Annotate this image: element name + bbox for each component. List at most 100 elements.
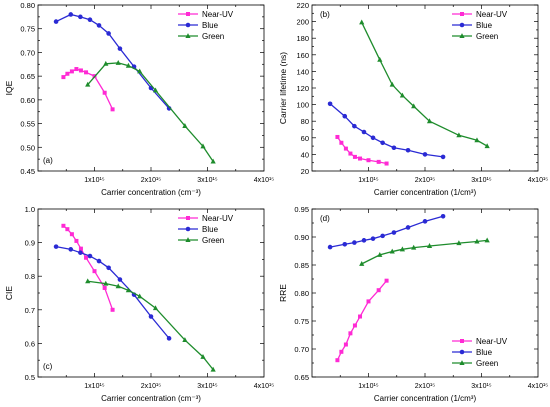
data-point: [389, 248, 395, 254]
legend-marker: [460, 339, 464, 343]
data-point: [370, 236, 376, 241]
data-point: [182, 337, 188, 343]
data-point: [384, 278, 389, 283]
x-tick-label: 1x10¹⁵: [84, 177, 105, 184]
data-point: [361, 129, 367, 135]
data-point: [152, 305, 159, 311]
data-point: [399, 92, 405, 98]
data-point: [426, 243, 433, 248]
data-point: [370, 135, 376, 141]
y-tick-label: 200: [296, 18, 309, 27]
data-point: [391, 230, 397, 235]
series-line: [336, 280, 388, 361]
legend-label: Blue: [202, 21, 219, 30]
y-tick-label: 0.9: [25, 239, 35, 248]
data-point: [87, 17, 93, 23]
legend-label: Near-UV: [476, 337, 508, 346]
data-point: [137, 68, 143, 74]
x-axis-label: Carrier concentration (1/cm³): [374, 394, 477, 403]
series-line: [63, 68, 114, 110]
y-tick-label: 0.70: [294, 345, 309, 354]
data-point: [440, 213, 446, 219]
legend-label: Blue: [476, 21, 493, 30]
data-point: [92, 269, 97, 274]
legend-marker: [186, 216, 190, 220]
data-point: [339, 349, 344, 354]
y-tick-label: 0.6: [25, 339, 35, 348]
data-point: [96, 23, 102, 28]
data-point: [399, 246, 405, 252]
y-axis-label: CIE: [4, 286, 14, 301]
data-point: [110, 107, 115, 112]
data-point: [384, 161, 389, 166]
data-point: [84, 255, 89, 260]
data-point: [210, 366, 216, 372]
data-point: [65, 71, 70, 76]
legend-label: Green: [202, 236, 224, 245]
y-tick-label: 0.70: [20, 48, 35, 57]
data-point: [327, 244, 333, 250]
data-point: [74, 238, 79, 243]
y-tick-label: 0.60: [20, 96, 35, 105]
data-point: [53, 244, 59, 249]
legend-label: Green: [476, 32, 498, 41]
y-tick-label: 0.80: [294, 289, 309, 298]
data-point: [358, 314, 363, 319]
data-point: [115, 59, 121, 65]
data-point: [342, 113, 348, 119]
data-point: [103, 60, 109, 66]
panel-label: (a): [43, 156, 53, 165]
legend-label: Green: [476, 359, 498, 368]
legend-label: Near-UV: [476, 10, 508, 19]
y-tick-label: 0.65: [20, 72, 35, 81]
x-tick-label: 1x10¹⁵: [358, 383, 379, 390]
series-line: [55, 245, 170, 339]
data-point: [137, 293, 143, 299]
chart-panel-4: 1x10¹⁵ 2x10¹⁵ 3x10¹⁵ 4x10¹⁵ 0.65 0.70 0.75 0.80…: [278, 205, 548, 403]
data-point: [78, 14, 83, 20]
data-point: [484, 237, 490, 243]
legend-marker: [459, 22, 465, 28]
data-point: [61, 75, 66, 80]
data-point: [359, 19, 365, 25]
plot-frame: [311, 4, 539, 172]
data-point: [352, 240, 357, 245]
data-point: [110, 307, 115, 312]
data-point: [68, 247, 74, 252]
data-point: [85, 278, 91, 284]
x-tick-label: 2x10¹⁵: [141, 177, 162, 184]
x-axis-label: Carrier concentration (1/cm³): [374, 188, 477, 197]
legend-marker: [459, 349, 465, 355]
y-tick-label: 0.65: [294, 373, 309, 382]
x-tick-label: 2x10¹⁵: [415, 177, 436, 184]
data-point: [102, 285, 107, 290]
series-line: [55, 13, 170, 109]
x-axis-label: Carrier concentration (cm⁻³): [101, 394, 201, 403]
y-tick-label: 120: [296, 84, 309, 93]
data-point: [339, 140, 344, 145]
legend-marker: [460, 12, 464, 16]
y-tick-label: 0.45: [20, 167, 35, 176]
data-point: [440, 154, 446, 160]
y-tick-label: 0.7: [25, 306, 35, 315]
data-point: [102, 90, 107, 95]
data-point: [422, 219, 428, 224]
data-point: [117, 277, 123, 282]
x-axis-label: Carrier concentration (cm⁻³): [101, 188, 201, 197]
x-tick-label: 3x10¹⁵: [471, 383, 492, 390]
legend-label: Near-UV: [202, 214, 234, 223]
data-point: [474, 238, 480, 244]
y-tick-label: 0.55: [20, 120, 35, 129]
data-point: [352, 323, 357, 328]
data-point: [78, 250, 83, 255]
legend-label: Blue: [202, 225, 219, 234]
data-point: [148, 314, 154, 319]
series-line: [361, 22, 488, 147]
data-point: [380, 233, 385, 239]
x-tick-label: 3x10¹⁵: [197, 383, 218, 390]
data-point: [200, 353, 206, 359]
x-tick-label: 3x10¹⁵: [197, 177, 218, 184]
chart-panel-3: 1x10¹⁵ 2x10¹⁵ 3x10¹⁵ 4x10¹⁵ 0.5 0.6 0.7 0.8 0.9 1…: [4, 205, 274, 403]
data-point: [96, 258, 102, 264]
data-point: [376, 159, 381, 164]
